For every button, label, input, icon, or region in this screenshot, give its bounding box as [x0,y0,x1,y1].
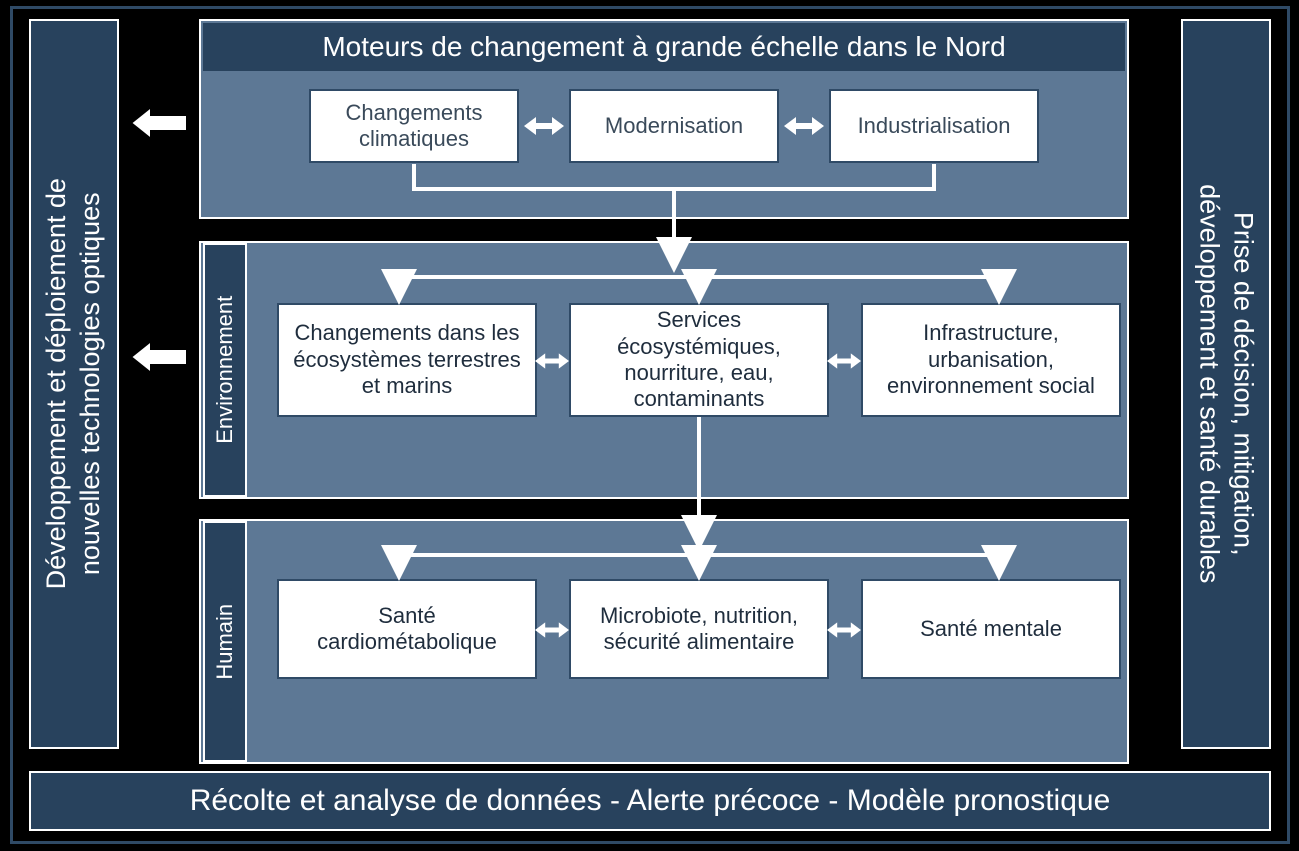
section-environment-tab: Environnement [203,243,247,497]
double-arrow-icon [827,619,861,641]
section-environment-tab-label: Environnement [211,296,239,444]
double-arrow-icon [827,350,861,372]
double-arrow-icon [784,115,824,137]
box-cardiometabolic: Santé cardiométabolique [277,579,537,679]
box-industrialisation: Industrialisation [829,89,1039,163]
box-climate-change: Changements climatiques [309,89,519,163]
box-ecosystem-changes: Changements dans les écosystèmes terrest… [277,303,537,417]
left-side-line2: nouvelles technologies optiques [75,193,105,576]
left-side-text: Développement et déploiement de nouvelle… [40,178,108,589]
right-side-line2: développement et santé durables [1195,184,1225,583]
right-side-text: Prise de décision, mitigation, développe… [1192,184,1260,583]
box-ecosystem-services: Services écosystémiques, nourriture, eau… [569,303,829,417]
right-side-line1: Prise de décision, mitigation, [1229,212,1259,556]
outline-arrow-left-icon [131,339,189,375]
footer-text: Récolte et analyse de données - Alerte p… [190,784,1111,818]
section-human-tab-label: Humain [211,604,239,680]
left-side-panel: Développement et déploiement de nouvelle… [29,19,119,749]
box-microbiota: Microbiote, nutrition, sécurité alimenta… [569,579,829,679]
right-side-panel: Prise de décision, mitigation, développe… [1181,19,1271,749]
double-arrow-icon [524,115,564,137]
double-arrow-icon [535,350,569,372]
double-arrow-icon [535,619,569,641]
section-human-tab: Humain [203,521,247,762]
left-side-line1: Développement et déploiement de [41,178,71,589]
outline-arrow-left-icon [131,105,189,141]
box-infrastructure: Infrastructure, urbanisation, environnem… [861,303,1121,417]
section-drivers-header: Moteurs de changement à grande échelle d… [203,23,1125,71]
diagram-frame: Développement et déploiement de nouvelle… [10,6,1290,844]
box-modernisation: Modernisation [569,89,779,163]
central-stage: Moteurs de changement à grande échelle d… [199,19,1129,764]
box-mental-health: Santé mentale [861,579,1121,679]
footer-bar: Récolte et analyse de données - Alerte p… [29,771,1271,831]
